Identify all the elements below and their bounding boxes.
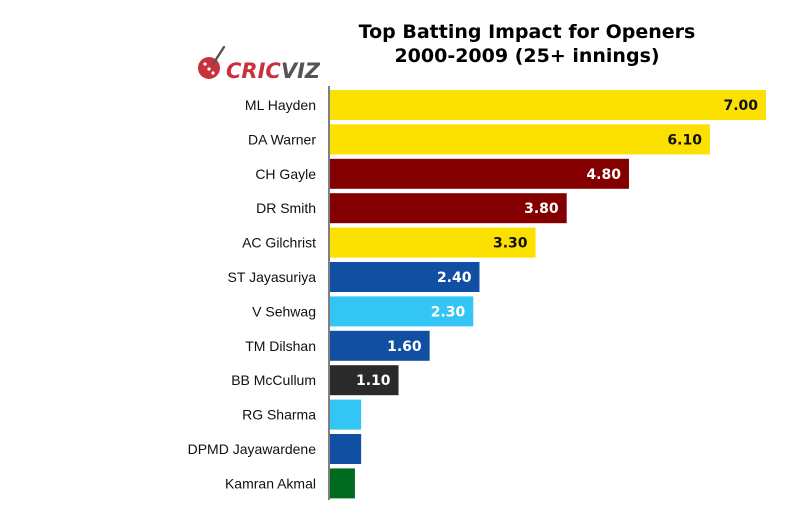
- bar-bb-mccullum: [330, 365, 399, 396]
- value-label: 3.80: [524, 201, 559, 217]
- bar-kamran-akmal: [330, 468, 355, 499]
- value-label: 1.10: [356, 373, 391, 389]
- value-label: 7.00: [723, 98, 758, 114]
- category-label: AC Gilchrist: [242, 235, 316, 251]
- category-label: DPMD Jayawardene: [188, 441, 317, 457]
- cricviz-logo-text: CRICVIZ: [226, 59, 320, 83]
- category-label: DR Smith: [256, 200, 316, 216]
- bar-tm-dilshan: [330, 330, 430, 361]
- category-label: V Sehwag: [252, 303, 316, 319]
- bars-group: ML Hayden 7.00 DA Warner 6.10 CH Gayle 4.80 DR…: [188, 90, 766, 499]
- bar-v-sehwag: [330, 296, 474, 327]
- value-label: 1.60: [387, 339, 422, 355]
- bar-st-jayasuriya: [330, 262, 480, 292]
- bar-da-warner: [330, 124, 710, 155]
- bar-ml-hayden: [330, 90, 766, 120]
- category-label: TM Dilshan: [245, 338, 316, 354]
- value-label: 4.80: [586, 167, 621, 183]
- category-label: Kamran Akmal: [225, 475, 316, 491]
- cricviz-logo: CRICVIZ: [198, 45, 320, 83]
- category-label: ST Jayasuriya: [228, 269, 317, 285]
- value-label: 6.10: [667, 132, 702, 148]
- cricviz-logo-icon: [198, 45, 226, 79]
- bar-rg-sharma: [330, 399, 362, 430]
- category-label: BB McCullum: [231, 372, 316, 388]
- bar-dpmd-jayawardene: [330, 434, 362, 464]
- category-label: CH Gayle: [255, 166, 316, 182]
- bar-ac-gilchrist: [330, 227, 536, 258]
- value-label: 3.30: [493, 236, 528, 252]
- category-label: ML Hayden: [245, 97, 316, 113]
- chart-title: Top Batting Impact for Openers 2000-2009…: [300, 20, 754, 68]
- category-label: RG Sharma: [242, 407, 316, 423]
- category-label: DA Warner: [248, 131, 316, 147]
- chart-title-line-2: 2000-2009 (25+ innings): [394, 45, 660, 67]
- bar-ch-gayle: [330, 158, 629, 189]
- chart-title-line-1: Top Batting Impact for Openers: [358, 21, 696, 43]
- bar-dr-smith: [330, 193, 567, 224]
- value-label: 2.40: [437, 270, 472, 286]
- value-label: 2.30: [431, 304, 466, 320]
